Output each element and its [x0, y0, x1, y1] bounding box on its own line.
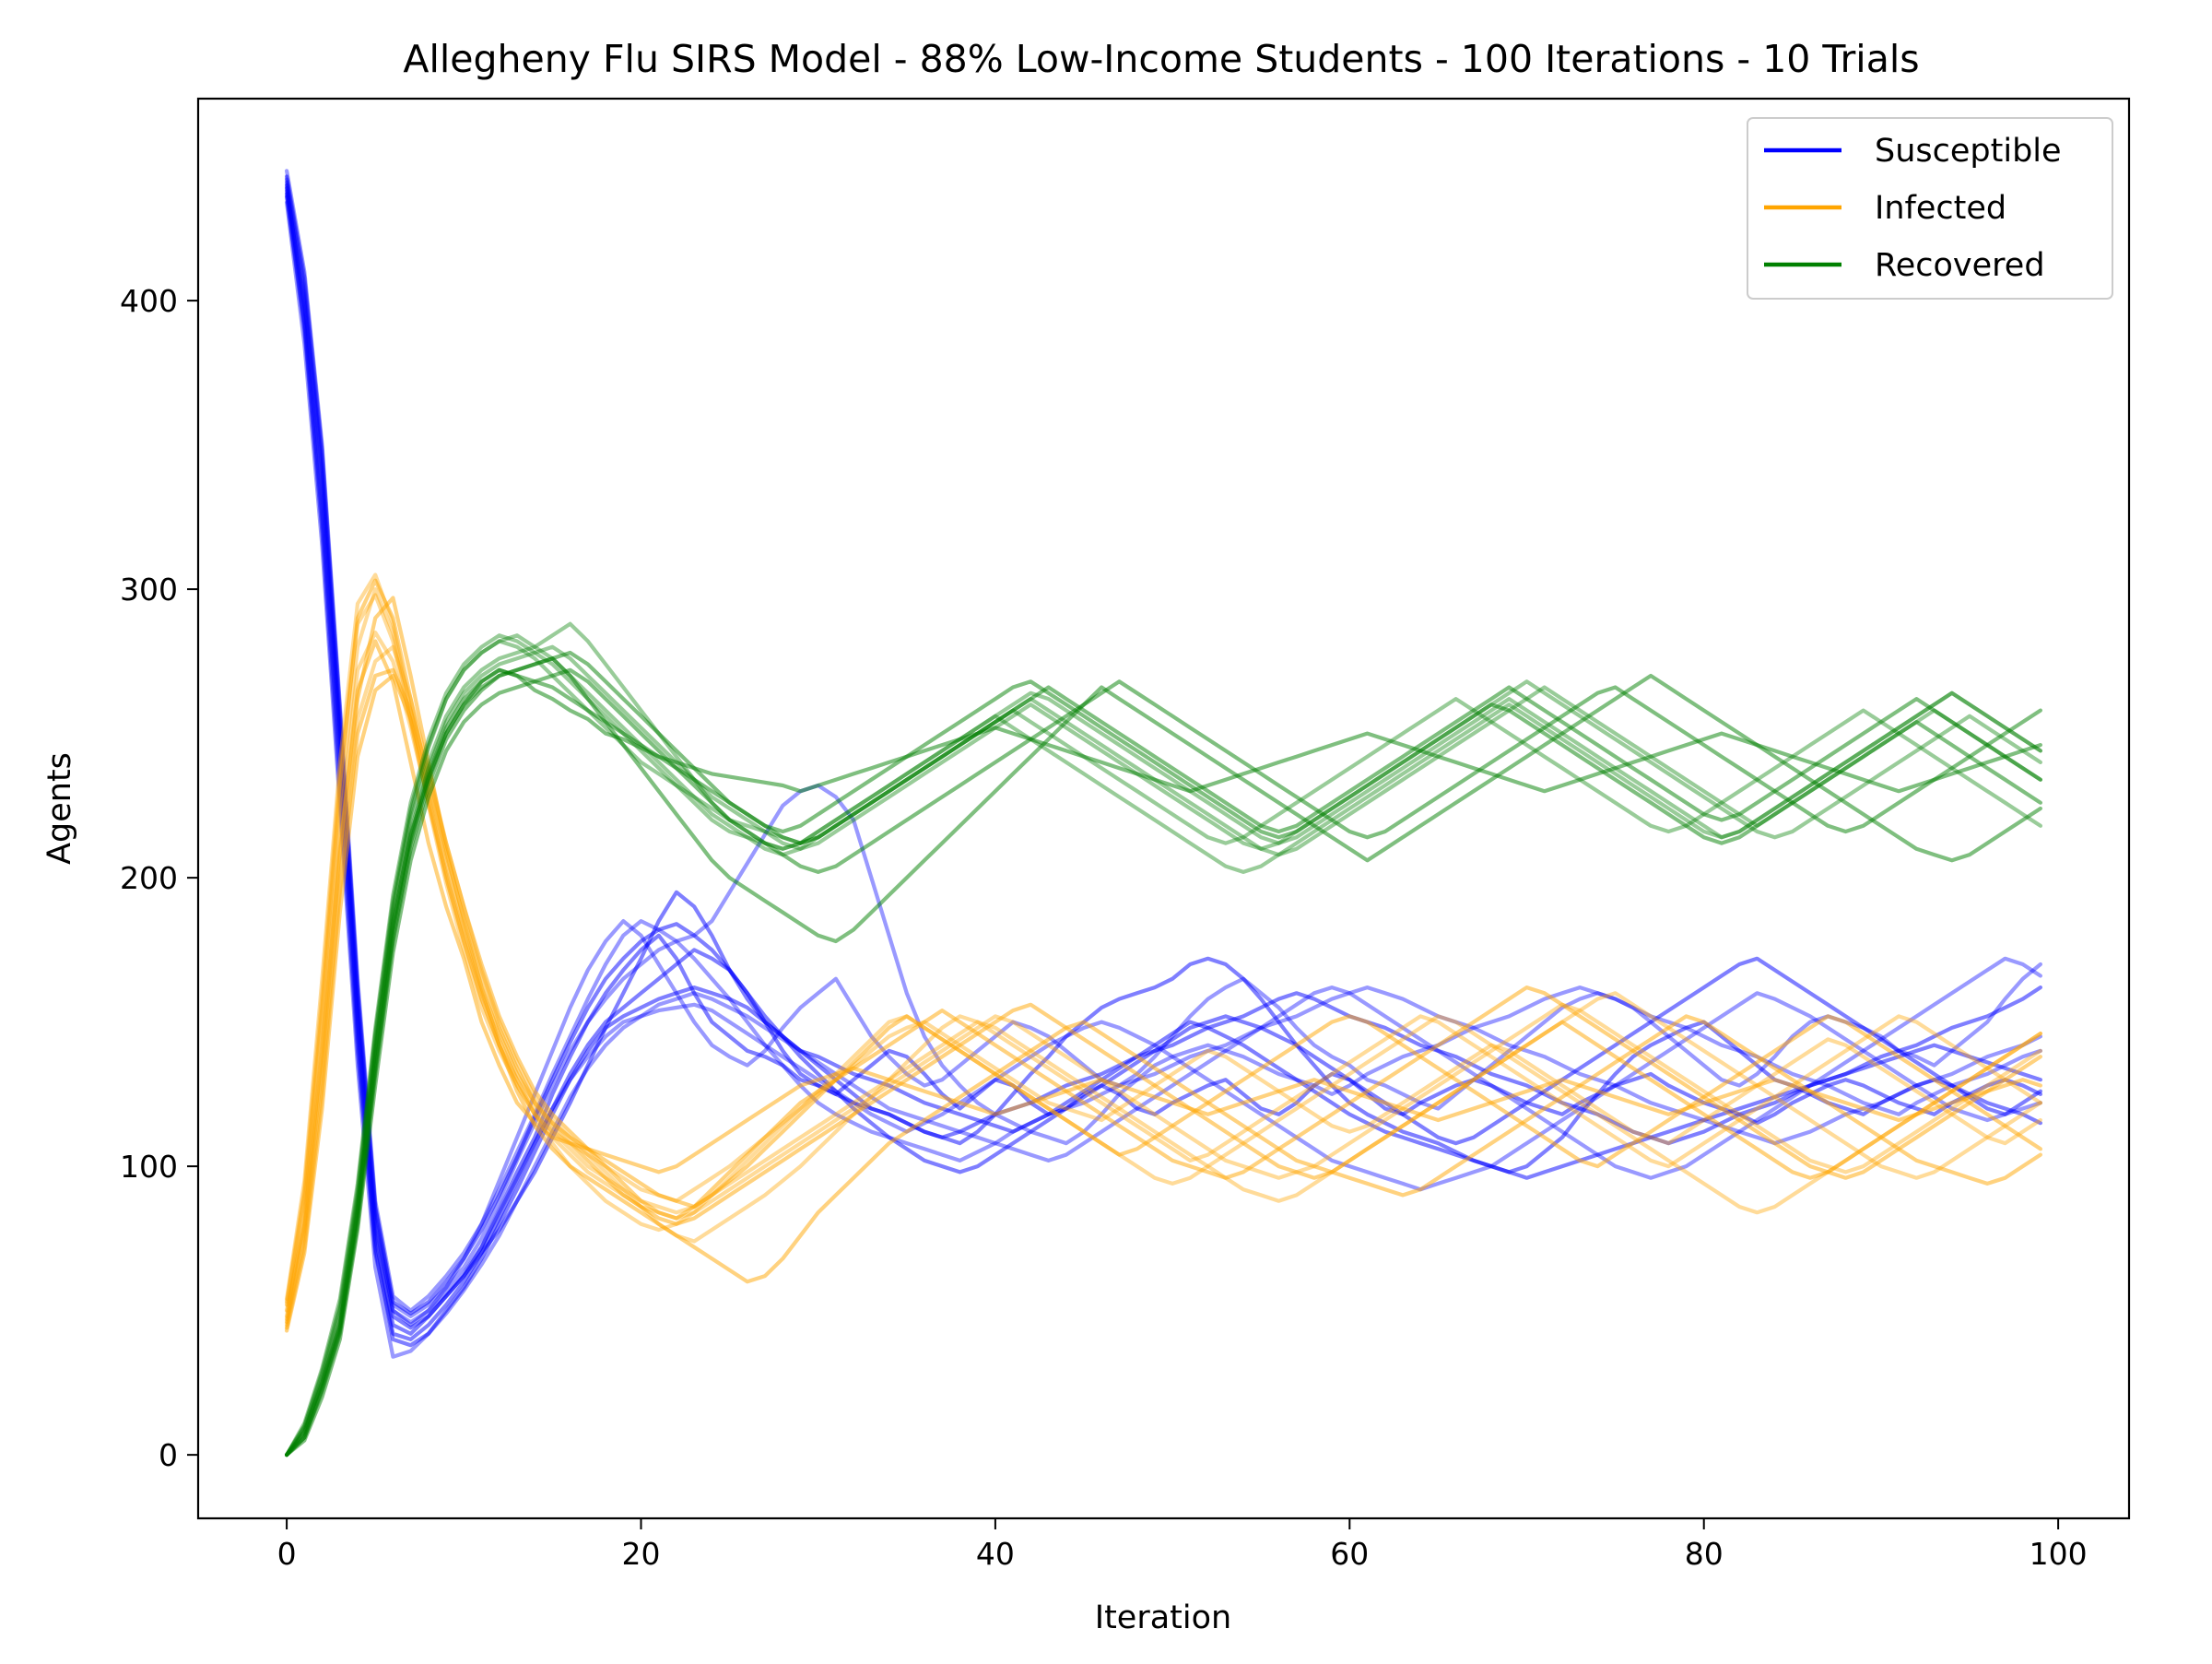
legend-box	[1747, 117, 2113, 300]
infected-series-line-trial-2	[285, 586, 2042, 1319]
y-tick-label: 300	[120, 572, 178, 608]
chart-title: Allegheny Flu SIRS Model - 88% Low-Incom…	[403, 37, 1919, 81]
legend-label-susceptible: Susceptible	[1875, 133, 2062, 170]
x-tick-label: 80	[1685, 1536, 1724, 1572]
infected-series-line-trial-6	[285, 572, 2042, 1302]
infected-series-line-trial-8	[285, 630, 2042, 1322]
recovered-series-line-trial-9	[285, 650, 2042, 1457]
susceptible-series-line-trial-6	[285, 169, 2042, 1313]
y-axis-ticks: 0 100 200 300 400	[120, 283, 198, 1473]
x-tick-label: 20	[622, 1536, 661, 1572]
y-tick-label: 400	[120, 283, 178, 319]
x-axis-ticks: 0 20 40 60 80 100	[277, 1518, 2088, 1572]
recovered-series-line-trial-8	[285, 644, 2042, 1457]
infected-series-line-trial-10	[285, 593, 2042, 1304]
x-tick-label: 40	[976, 1536, 1015, 1572]
legend-label-infected: Infected	[1875, 190, 2006, 227]
infected-series-line-trial-1	[285, 639, 2042, 1313]
y-axis-label: Agents	[41, 752, 78, 865]
plot-frame	[196, 97, 2131, 1520]
recovered-series-line-trial-3	[285, 656, 2042, 1457]
infected-series-line-trial-9	[285, 673, 2042, 1333]
recovered-series-line-trial-1	[285, 667, 2042, 1457]
infected-series-line-trial-7	[285, 667, 2042, 1330]
susceptible-series-line-trial-7	[285, 192, 2042, 1348]
infected-series-line-trial-3	[285, 578, 2042, 1307]
plot-lines	[285, 169, 2042, 1457]
x-axis-label: Iteration	[1095, 1599, 1231, 1636]
y-tick-label: 0	[159, 1437, 178, 1473]
susceptible-series-line-trial-9	[285, 174, 2042, 1316]
y-tick-label: 200	[120, 860, 178, 896]
recovered-series-line-trial-4	[285, 621, 2042, 1457]
recovered-series-line-trial-10	[285, 633, 2042, 1457]
susceptible-series-line-trial-5	[285, 185, 2042, 1330]
recovered-series-line-trial-6	[285, 633, 2042, 1457]
infected-series-line-trial-4	[285, 644, 2042, 1328]
x-tick-label: 100	[2030, 1536, 2088, 1572]
recovered-series-line-trial-2	[285, 639, 2042, 1457]
susceptible-series-line-trial-3	[285, 195, 2042, 1342]
legend-label-recovered: Recovered	[1875, 247, 2045, 284]
y-tick-label: 100	[120, 1149, 178, 1185]
recovered-series-line-trial-7	[285, 667, 2042, 1457]
recovered-series-line-trial-5	[285, 667, 2042, 1457]
x-tick-label: 60	[1330, 1536, 1369, 1572]
legend: Susceptible Infected Recovered	[1747, 117, 2113, 300]
infected-series-line-trial-5	[285, 596, 2042, 1325]
susceptible-series-line-trial-1	[285, 183, 2042, 1336]
x-tick-label: 0	[277, 1536, 297, 1572]
susceptible-series-line-trial-8	[285, 180, 2042, 1325]
susceptible-series-line-trial-4	[285, 177, 2042, 1319]
